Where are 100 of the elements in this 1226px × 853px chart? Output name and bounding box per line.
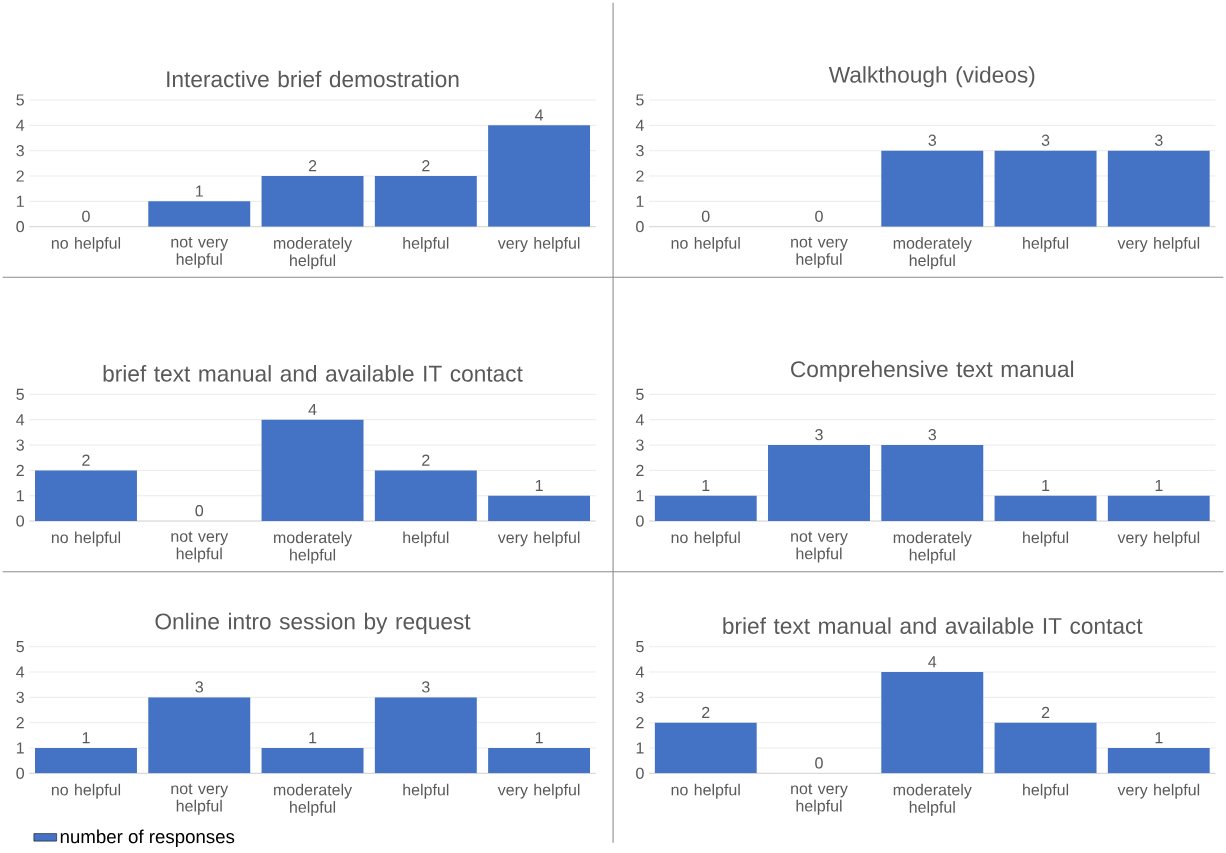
x-tick-label: very helpful: [497, 236, 580, 252]
x-tick-label: very helpful: [497, 783, 580, 799]
legend-label: number of responses: [60, 829, 235, 847]
y-tick-label: 5: [636, 94, 644, 106]
y-tick-label: 5: [16, 388, 24, 400]
x-tick-label: helpful: [1023, 531, 1069, 547]
y-tick-label: 3: [636, 144, 644, 157]
bar: [261, 175, 364, 227]
bar: [1107, 747, 1210, 774]
data-label: 3: [421, 681, 430, 693]
bar: [374, 175, 477, 227]
y-tick-label: 2: [16, 170, 24, 182]
data-label: 1: [82, 732, 90, 744]
data-label: 3: [928, 134, 937, 146]
x-tick-label: very helpful: [1117, 531, 1200, 547]
y-tick-label: 2: [636, 716, 644, 729]
x-tick-label: helpful: [403, 236, 449, 252]
y-tick-label: 2: [636, 464, 644, 476]
data-label: 2: [702, 706, 710, 718]
y-tick-label: 0: [16, 767, 25, 779]
data-label: 3: [1041, 134, 1050, 146]
y-tick-label: 2: [636, 170, 644, 182]
x-tick-label: not very helpful: [171, 531, 229, 563]
data-label: 1: [535, 479, 543, 491]
chart-title: Comprehensive text manual: [791, 360, 1074, 382]
bar: [488, 495, 591, 521]
x-tick-label: moderately helpful: [893, 236, 972, 270]
y-tick-label: 0: [16, 515, 25, 527]
x-tick-label: not very helpful: [171, 236, 229, 268]
y-tick-label: 0: [636, 220, 644, 233]
y-tick-label: 2: [16, 716, 24, 729]
y-tick-label: 3: [636, 691, 644, 703]
y-tick-label: 2: [16, 464, 24, 476]
y-tick-label: 4: [635, 414, 644, 426]
data-label: 1: [535, 732, 543, 744]
y-tick-label: 4: [16, 414, 25, 426]
y-tick-label: 5: [636, 388, 644, 400]
x-tick-label: very helpful: [1117, 236, 1200, 252]
x-tick-label: very helpful: [497, 531, 580, 547]
x-tick-label: moderately helpful: [274, 236, 353, 270]
data-label: 1: [196, 185, 203, 197]
x-tick-label: moderately helpful: [274, 783, 353, 816]
y-tick-label: 0: [636, 767, 644, 779]
data-label: 1: [702, 479, 710, 491]
data-label: 1: [309, 732, 317, 744]
chart-title: brief text manual and available IT contact: [723, 617, 1143, 634]
x-tick-label: not very helpful: [791, 531, 848, 563]
data-label: 2: [82, 454, 90, 466]
y-tick-label: 1: [16, 490, 24, 502]
y-tick-label: 4: [16, 119, 25, 131]
y-tick-label: 0: [636, 515, 644, 527]
data-label: 0: [701, 210, 710, 222]
x-tick-label: not very helpful: [791, 236, 848, 268]
x-tick-label: helpful: [403, 531, 449, 547]
y-tick-label: 1: [636, 490, 644, 502]
x-tick-label: no helpful: [51, 783, 121, 799]
bar: [374, 470, 477, 521]
data-label: 3: [195, 681, 204, 693]
data-label: 4: [928, 656, 937, 668]
bar: [148, 201, 251, 227]
bar: [994, 722, 1097, 774]
x-tick-label: not very helpful: [171, 783, 229, 815]
chart-title: brief text manual and available IT contact: [103, 364, 523, 382]
bar: [881, 671, 984, 774]
data-label: 3: [928, 428, 937, 441]
y-tick-label: 3: [16, 144, 24, 157]
y-tick-label: 5: [16, 94, 24, 106]
bar: [261, 419, 364, 521]
data-label: 0: [815, 210, 823, 222]
x-tick-label: no helpful: [671, 531, 740, 547]
y-tick-label: 4: [635, 666, 644, 678]
data-label: 0: [195, 504, 204, 517]
x-tick-label: helpful: [1023, 236, 1069, 252]
y-tick-label: 3: [16, 691, 24, 703]
data-label: 1: [1155, 479, 1163, 491]
data-label: 0: [82, 210, 90, 222]
data-label: 1: [1042, 479, 1050, 491]
x-tick-label: no helpful: [671, 783, 740, 799]
y-tick-label: 0: [16, 220, 25, 233]
bar: [654, 722, 757, 774]
x-tick-label: no helpful: [671, 236, 740, 252]
data-label: 1: [1155, 732, 1163, 744]
data-label: 4: [308, 403, 317, 415]
data-label: 3: [815, 428, 823, 441]
y-tick-label: 5: [16, 640, 24, 653]
x-tick-label: no helpful: [51, 531, 121, 547]
data-label: 2: [422, 454, 430, 466]
data-label: 4: [535, 109, 544, 121]
y-tick-label: 5: [636, 640, 644, 653]
chart-title: Walkthough (videos): [828, 66, 1035, 88]
y-tick-label: 3: [636, 439, 644, 451]
data-label: 3: [1154, 134, 1163, 146]
x-tick-label: very helpful: [1117, 783, 1200, 799]
chart-title: Online intro session by request: [155, 612, 471, 634]
data-label: 2: [1041, 706, 1050, 718]
chart-title: Interactive brief demostration: [167, 70, 459, 88]
x-tick-label: moderately helpful: [893, 783, 972, 816]
y-tick-label: 4: [16, 666, 25, 678]
x-tick-label: moderately helpful: [893, 531, 972, 564]
data-label: 2: [308, 159, 317, 172]
